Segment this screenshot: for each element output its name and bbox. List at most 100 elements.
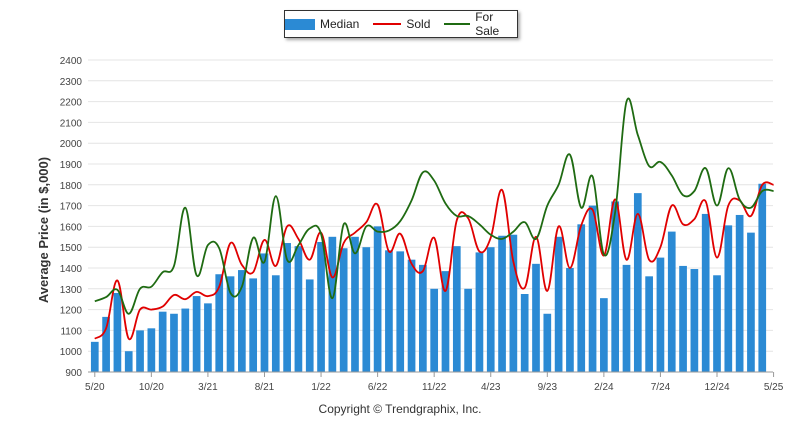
y-tick-label: 2400: [60, 56, 83, 67]
y-tick-label: 1100: [60, 326, 82, 337]
median-bar: [486, 247, 495, 372]
median-bar: [113, 292, 122, 372]
median-bar: [373, 226, 382, 372]
chart-legend: Median Sold For Sale: [284, 10, 518, 38]
x-tick-label: 12/24: [704, 382, 729, 393]
y-tick-label: 1800: [60, 181, 83, 192]
median-bar: [713, 275, 721, 372]
median-swatch: [285, 18, 315, 30]
median-bar: [441, 271, 450, 372]
median-bar: [170, 313, 178, 372]
y-tick-label: 1200: [60, 306, 83, 317]
y-tick-label: 2200: [60, 98, 83, 109]
median-bar: [90, 341, 99, 372]
median-bars: [90, 183, 767, 372]
for-sale-line: [94, 97, 774, 315]
median-bar: [475, 252, 484, 372]
y-tick-label: 1600: [60, 222, 83, 233]
x-tick-label: 5/25: [764, 382, 784, 393]
median-bar: [622, 264, 631, 372]
median-bar: [328, 236, 337, 372]
x-tick-label: 9/23: [538, 382, 558, 393]
median-bar: [147, 328, 156, 372]
x-tick-label: 6/22: [368, 382, 388, 393]
median-bar: [532, 263, 540, 372]
median-bar: [430, 288, 439, 372]
y-axis-label: Average Price (in $,000): [36, 157, 51, 303]
median-bar: [305, 279, 314, 372]
x-axis-ticks: 5/20 10/20 3/21 8/21 1/22 6/22 11/22 4/23 9/23 2/…: [85, 372, 784, 393]
median-bar: [192, 296, 201, 372]
median-bar: [464, 288, 472, 372]
y-tick-label: 2100: [60, 118, 83, 129]
x-tick-label: 11/22: [422, 382, 447, 393]
y-tick-label: 1300: [60, 285, 83, 296]
median-bar: [419, 264, 427, 372]
median-bar: [136, 330, 144, 372]
median-bar: [577, 224, 586, 372]
median-bar: [554, 236, 563, 372]
median-bar: [396, 251, 405, 372]
for-sale-series: [94, 97, 774, 315]
median-bar: [509, 234, 518, 372]
y-tick-label: 1400: [60, 264, 83, 275]
median-bar: [260, 253, 269, 372]
legend-label-sold: Sold: [406, 17, 431, 31]
for-sale-swatch: [444, 23, 471, 25]
median-bar: [102, 316, 110, 372]
median-bar: [181, 308, 190, 372]
median-bar: [667, 231, 676, 372]
legend-label-for-sale: For Sale: [475, 10, 500, 38]
y-tick-label: 2000: [60, 139, 83, 150]
y-tick-label: 1500: [60, 243, 83, 254]
sold-series: [94, 181, 774, 341]
sold-swatch: [373, 23, 402, 25]
median-bar: [249, 278, 258, 372]
median-bar: [339, 248, 348, 372]
median-bar: [600, 298, 608, 372]
y-tick-label: 2300: [60, 77, 83, 88]
x-tick-label: 7/24: [651, 382, 671, 393]
median-bar: [566, 268, 574, 372]
legend-label-median: Median: [320, 17, 360, 31]
median-bar: [656, 257, 665, 372]
median-bar: [735, 214, 744, 372]
x-tick-label: 5/20: [85, 382, 105, 393]
median-bar: [645, 276, 653, 372]
median-bar: [158, 311, 167, 372]
x-tick-label: 10/20: [139, 382, 164, 393]
x-tick-label: 8/21: [255, 382, 275, 393]
median-bar: [747, 232, 755, 372]
x-tick-label: 3/21: [198, 382, 218, 393]
median-bar: [226, 276, 235, 372]
median-bar: [271, 275, 280, 372]
median-bar: [452, 246, 461, 372]
x-tick-label: 2/24: [594, 382, 614, 393]
median-bar: [124, 351, 133, 372]
median-bar: [543, 313, 552, 372]
median-bar: [611, 201, 620, 372]
y-tick-label: 900: [65, 368, 82, 379]
median-bar: [520, 294, 529, 372]
copyright-text: Copyright © Trendgraphix, Inc.: [318, 402, 482, 416]
legend-item-sold[interactable]: Sold: [373, 17, 430, 31]
x-tick-label: 4/23: [481, 382, 501, 393]
median-bar: [283, 243, 291, 372]
median-bar: [407, 259, 416, 372]
median-bar: [633, 193, 642, 372]
legend-item-median[interactable]: Median: [285, 17, 359, 31]
median-bar: [679, 265, 687, 372]
median-bar: [362, 247, 371, 372]
legend-item-for-sale[interactable]: For Sale: [444, 10, 517, 38]
median-bar: [701, 213, 710, 372]
median-bar: [317, 242, 325, 372]
median-bar: [758, 183, 767, 372]
y-tick-label: 1900: [60, 160, 83, 171]
y-axis-ticks: 900 1000 1100 1200 1300 1400 1500 1600 1700 1800 1…: [60, 56, 83, 379]
median-bar: [690, 269, 699, 372]
median-bar: [588, 205, 597, 372]
median-bar: [238, 270, 246, 372]
y-tick-label: 1700: [60, 202, 83, 213]
median-bar: [294, 246, 303, 372]
